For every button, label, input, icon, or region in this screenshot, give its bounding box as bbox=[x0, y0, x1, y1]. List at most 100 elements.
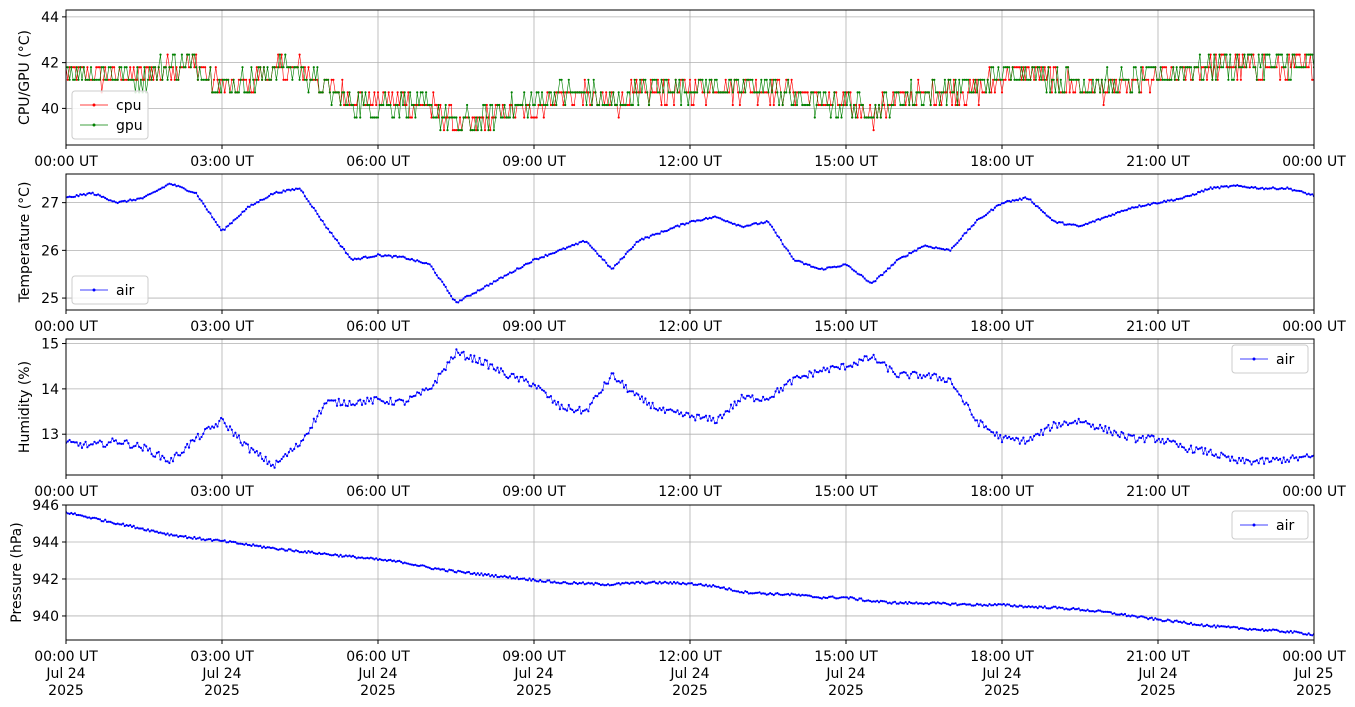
data-point bbox=[1268, 628, 1271, 631]
data-point bbox=[189, 66, 192, 69]
data-point bbox=[1261, 78, 1264, 81]
data-point bbox=[1184, 66, 1187, 69]
data-point bbox=[733, 222, 736, 225]
x-tick-label: 03:00 UT bbox=[190, 649, 254, 665]
data-point bbox=[585, 240, 588, 243]
data-point bbox=[1170, 78, 1173, 81]
data-point bbox=[678, 225, 681, 228]
data-point bbox=[175, 451, 178, 454]
data-point bbox=[1252, 628, 1255, 631]
data-point bbox=[1205, 66, 1209, 69]
data-point bbox=[391, 91, 394, 94]
data-point bbox=[218, 419, 221, 423]
data-point bbox=[466, 294, 469, 297]
data-point bbox=[751, 78, 754, 81]
data-point bbox=[790, 103, 793, 107]
data-point bbox=[995, 78, 998, 81]
data-point bbox=[389, 396, 392, 399]
data-point bbox=[685, 411, 688, 414]
data-point bbox=[150, 453, 153, 456]
data-point bbox=[1097, 78, 1100, 81]
data-point bbox=[360, 257, 364, 260]
data-point bbox=[640, 395, 644, 398]
data-point bbox=[662, 581, 665, 584]
data-point bbox=[840, 103, 843, 107]
data-point bbox=[674, 411, 677, 414]
data-point bbox=[1207, 624, 1210, 628]
data-point bbox=[831, 103, 834, 107]
data-point bbox=[549, 103, 553, 107]
data-point bbox=[548, 579, 551, 582]
data-point bbox=[977, 603, 980, 606]
data-point bbox=[772, 103, 775, 107]
data-point bbox=[1259, 78, 1262, 81]
data-point bbox=[1164, 78, 1168, 81]
data-point bbox=[467, 357, 470, 361]
data-point bbox=[651, 233, 654, 236]
data-point bbox=[619, 381, 622, 384]
data-point bbox=[562, 247, 565, 250]
data-point bbox=[760, 78, 763, 81]
data-point bbox=[1239, 78, 1242, 81]
data-point bbox=[275, 190, 278, 193]
data-point bbox=[983, 91, 986, 94]
data-point bbox=[865, 355, 868, 358]
data-point bbox=[179, 185, 182, 188]
data-point bbox=[184, 188, 187, 191]
data-point bbox=[152, 529, 155, 532]
data-point bbox=[893, 373, 897, 376]
data-point bbox=[975, 602, 979, 606]
data-point bbox=[72, 195, 75, 199]
data-point bbox=[1177, 198, 1180, 201]
data-point bbox=[888, 267, 891, 270]
data-point bbox=[189, 439, 192, 442]
data-point bbox=[236, 436, 239, 439]
data-point bbox=[1120, 209, 1123, 212]
data-point bbox=[266, 78, 269, 81]
data-point bbox=[439, 129, 442, 132]
data-point bbox=[747, 394, 750, 397]
data-point bbox=[1307, 53, 1310, 56]
data-point bbox=[965, 78, 968, 81]
data-point bbox=[1211, 453, 1214, 456]
data-point bbox=[706, 419, 709, 422]
data-point bbox=[872, 116, 875, 119]
data-point bbox=[253, 451, 257, 454]
data-point bbox=[73, 441, 76, 444]
data-point bbox=[828, 595, 831, 599]
data-point bbox=[171, 534, 175, 537]
data-point bbox=[234, 541, 237, 544]
data-point bbox=[886, 103, 890, 107]
data-point bbox=[211, 216, 214, 219]
data-point bbox=[651, 401, 654, 404]
data-point bbox=[1302, 455, 1305, 458]
data-point bbox=[230, 540, 233, 544]
data-point bbox=[947, 248, 950, 251]
data-point bbox=[685, 91, 688, 94]
data-point bbox=[626, 91, 629, 94]
data-point bbox=[118, 523, 121, 526]
data-point bbox=[359, 398, 362, 401]
data-point bbox=[774, 592, 777, 595]
data-point bbox=[1131, 614, 1134, 617]
data-point bbox=[557, 581, 560, 584]
data-point bbox=[264, 546, 267, 550]
data-point bbox=[1289, 66, 1292, 69]
data-point bbox=[899, 91, 902, 94]
data-point bbox=[845, 103, 849, 107]
data-point bbox=[883, 271, 886, 274]
data-point bbox=[646, 91, 649, 94]
data-point bbox=[503, 116, 506, 119]
data-point bbox=[261, 78, 264, 81]
data-point bbox=[749, 396, 752, 399]
data-point bbox=[1198, 78, 1201, 81]
data-point bbox=[328, 91, 331, 94]
data-point bbox=[1302, 633, 1305, 636]
data-point bbox=[845, 365, 849, 368]
data-point bbox=[540, 388, 544, 391]
data-point bbox=[535, 116, 538, 119]
data-point bbox=[516, 375, 519, 378]
data-point bbox=[644, 91, 647, 94]
data-point bbox=[968, 227, 972, 231]
data-point bbox=[1120, 612, 1123, 616]
